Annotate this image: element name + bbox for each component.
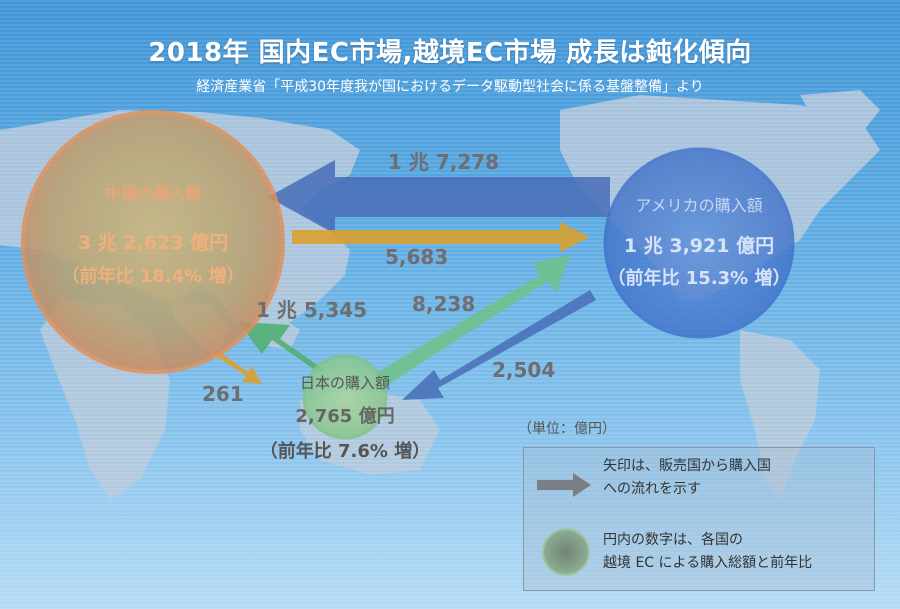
japan-name: 日本の購入額 bbox=[299, 374, 390, 392]
usa-amount: 1 兆 3,921 億円 bbox=[623, 235, 775, 257]
arrow-usa-to-china bbox=[268, 160, 610, 234]
arrow-china-to-japan bbox=[214, 350, 262, 384]
flow-japan-to-china: 1 兆 5,345 bbox=[256, 298, 368, 322]
page-title: 2018年 国内EC市場,越境EC市場 成長は鈍化傾向 bbox=[148, 38, 752, 68]
china-growth: （前年比 18.4% 増） bbox=[61, 266, 245, 287]
arrow-japan-to-usa bbox=[378, 255, 570, 386]
unit-label: （単位：億円） bbox=[518, 421, 616, 437]
flow-japan-to-usa: 8,238 bbox=[412, 292, 476, 316]
legend-circle-line1: 円内の数字は、各国の bbox=[603, 532, 743, 548]
flow-china-to-usa: 5,683 bbox=[385, 245, 449, 269]
arrow-usa-to-japan bbox=[402, 290, 596, 400]
flow-usa-to-japan: 2,504 bbox=[492, 358, 556, 382]
legend-circle-line2: 越境 EC による購入総額と前年比 bbox=[603, 555, 813, 571]
legend-circle-icon bbox=[542, 528, 590, 576]
japan-amount: 2,765 億円 bbox=[295, 406, 395, 427]
legend-arrow-line2: への流れを示す bbox=[603, 481, 701, 497]
usa-circle bbox=[603, 147, 795, 339]
flow-china-to-japan: 261 bbox=[202, 382, 244, 406]
legend-arrow-line1: 矢印は、販売国から購入国 bbox=[603, 458, 771, 474]
flow-usa-to-china: 1 兆 7,278 bbox=[388, 150, 500, 174]
page-subtitle: 経済産業省「平成30年度我が国におけるデータ駆動型社会に係る基盤整備」より bbox=[196, 79, 704, 95]
arrow-japan-to-china bbox=[238, 322, 326, 372]
usa-name: アメリカの購入額 bbox=[635, 196, 763, 215]
china-name: 中国の購入額 bbox=[104, 184, 201, 203]
china-amount: 3 兆 2,623 億円 bbox=[77, 232, 229, 254]
usa-growth: （前年比 15.3% 増） bbox=[607, 268, 791, 289]
arrow-china-to-usa bbox=[292, 222, 590, 252]
china-circle bbox=[21, 110, 285, 374]
japan-circle bbox=[302, 354, 388, 440]
legend-arrow-icon bbox=[537, 473, 591, 497]
japan-growth: （前年比 7.6% 増） bbox=[259, 441, 431, 462]
